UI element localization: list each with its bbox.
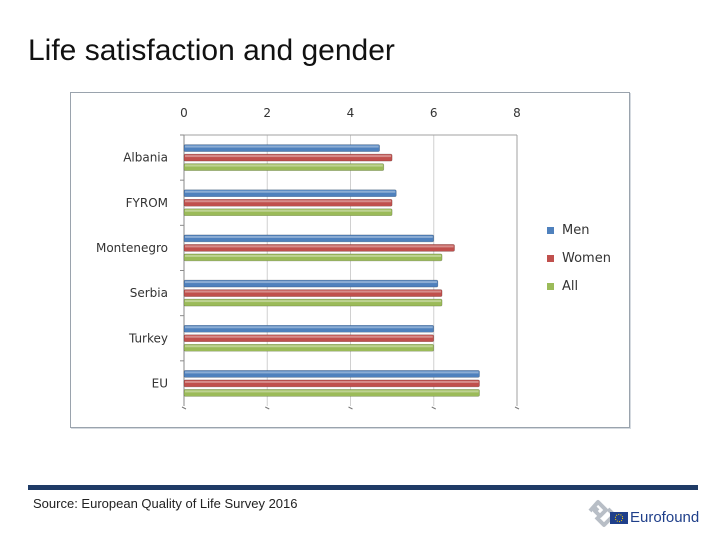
legend-swatch-men [547,227,554,234]
bar-highlight-women-0 [185,155,392,158]
x-tick-mark-1 [265,406,270,410]
bar-highlight-women-5 [185,380,479,383]
legend-swatch-women [547,255,554,262]
bar-men-turkey [183,324,435,333]
legend-label-all: All [562,279,578,294]
bar-highlight-men-0 [185,145,379,148]
bar-highlight-all-4 [185,345,433,348]
category-label-0: Albania [123,151,168,165]
x-tick-mark-3 [431,406,436,410]
legend-label-men: Men [562,223,589,238]
x-tick-mark-0 [181,406,187,410]
bar-women-turkey [183,334,435,343]
bar-men-montenegro [183,234,435,243]
x-tick-label-4: 8 [513,106,521,120]
category-label-2: Montenegro [96,241,168,255]
bar-women-fyrom [183,198,393,207]
category-label-5: EU [152,376,168,390]
bar-highlight-all-2 [185,254,442,257]
category-label-3: Serbia [130,286,168,300]
bar-highlight-all-1 [185,209,392,212]
bar-all-turkey [183,343,435,352]
bar-highlight-all-0 [185,164,383,167]
bar-all-fyrom [183,208,393,217]
bar-highlight-all-3 [185,300,442,303]
eu-flag-icon [610,512,628,524]
bar-all-montenegro [183,253,443,262]
bar-all-albania [183,163,385,171]
x-tick-label-1: 2 [263,106,271,120]
slide-title: Life satisfaction and gender [28,34,395,67]
bar-men-serbia [183,279,439,288]
bar-highlight-men-1 [185,190,396,193]
bar-highlight-women-4 [185,335,433,338]
bar-highlight-all-5 [185,390,479,393]
bar-highlight-women-1 [185,200,392,203]
bar-women-serbia [183,289,443,297]
legend-swatch-all [547,283,554,290]
x-tick-label-0: 0 [180,106,188,120]
bar-highlight-men-2 [185,235,433,238]
bar-highlight-men-3 [185,281,437,284]
bar-men-albania [183,144,380,152]
chart-frame: 0 2 4 6 8 Albania FYROM Montenegro Serbia Turkey E… [70,92,630,428]
bar-men-fyrom [183,189,397,198]
x-tick-mark-2 [348,406,353,410]
x-tick-label-2: 4 [347,106,355,120]
eurofound-logo: Eurofound [582,497,702,529]
bar-highlight-men-5 [185,371,479,374]
bar-women-montenegro [183,244,455,252]
bar-all-eu [183,389,480,397]
category-label-4: Turkey [128,331,168,345]
legend-label-women: Women [562,251,611,266]
bar-chart: 0 2 4 6 8 Albania FYROM Montenegro Serbia Turkey E… [96,106,611,410]
footer-bar [28,485,698,490]
bar-men-eu [183,370,480,378]
category-label-1: FYROM [126,196,168,210]
x-tick-label-3: 6 [430,106,438,120]
bar-all-serbia [183,298,443,307]
logo-wordmark: Eurofound [630,509,700,526]
bar-highlight-men-4 [185,326,433,329]
bar-highlight-women-2 [185,245,454,248]
bar-women-eu [183,379,480,388]
source-note: Source: European Quality of Life Survey … [33,496,298,511]
bar-highlight-women-3 [185,290,442,293]
bar-women-albania [183,153,393,162]
x-tick-mark-4 [514,406,520,410]
